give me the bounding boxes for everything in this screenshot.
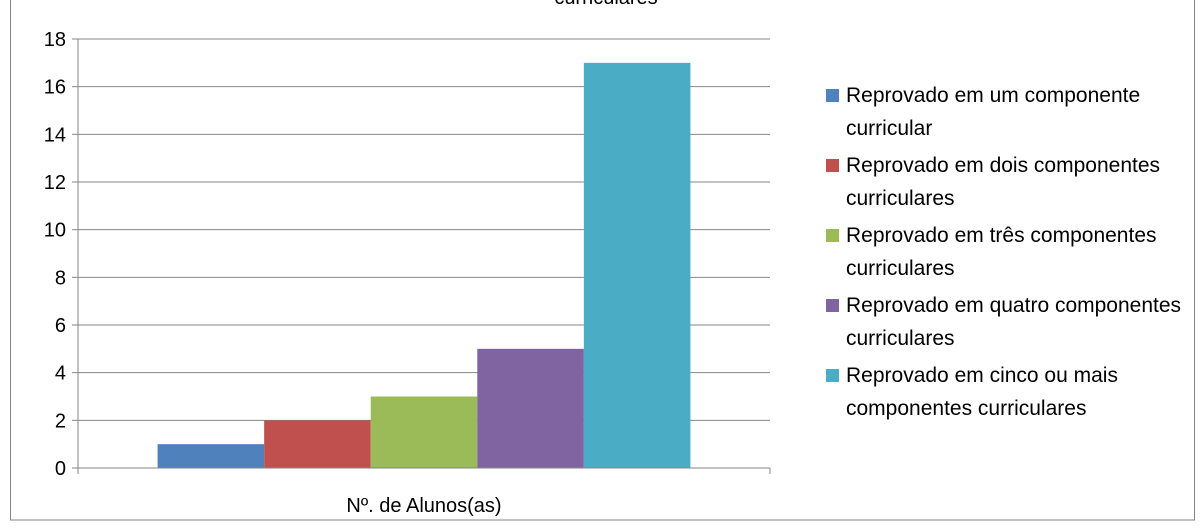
legend-label: Reprovado em dois componentes curricular… <box>846 154 1161 210</box>
y-tick-label: 10 <box>44 220 66 242</box>
x-tick-label: Nº. de Alunos(as) <box>346 495 501 517</box>
legend-swatch <box>826 369 839 382</box>
y-tick-label: 6 <box>55 315 66 337</box>
bar <box>477 348 584 468</box>
bar <box>583 62 691 468</box>
bar <box>370 396 478 468</box>
bar <box>157 444 265 468</box>
legend-label: Reprovado em um componente curricular <box>846 84 1141 140</box>
y-tick-label: 12 <box>44 172 66 194</box>
bar <box>264 420 371 468</box>
y-tick-label: 0 <box>55 458 66 480</box>
legend-label: Reprovado em três componentes curricular… <box>846 224 1157 280</box>
legend-swatch <box>826 299 839 312</box>
legend-label: Reprovado em cinco ou mais componentes c… <box>846 364 1118 420</box>
legend-label: Reprovado em quatro componentes curricul… <box>846 294 1182 350</box>
y-tick-label: 2 <box>55 410 66 432</box>
y-tick-label: 4 <box>55 363 66 385</box>
legend-swatch <box>826 159 839 172</box>
legend-swatch <box>826 229 839 242</box>
y-tick-label: 16 <box>44 77 66 99</box>
y-tick-label: 18 <box>44 29 66 51</box>
y-tick-label: 8 <box>55 267 66 289</box>
legend-swatch <box>826 89 839 102</box>
y-tick-label: 14 <box>44 124 66 146</box>
chart-title: curriculares <box>554 0 657 9</box>
